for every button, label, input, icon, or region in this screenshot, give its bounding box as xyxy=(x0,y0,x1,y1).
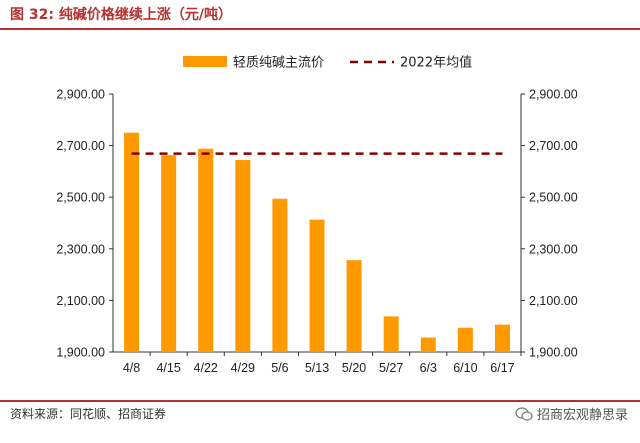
x-tick-label: 5/20 xyxy=(342,361,366,375)
figure-title-text: 纯碱价格继续上涨（元/吨） xyxy=(58,7,232,23)
y-tick-label-right: 2,700.00 xyxy=(529,139,578,153)
legend-label-line: 2022年均值 xyxy=(400,55,472,71)
bar xyxy=(124,132,140,352)
title-rule xyxy=(0,28,640,30)
x-tick-label: 4/22 xyxy=(194,361,218,375)
y-tick-label-right: 2,100.00 xyxy=(529,294,578,308)
bar xyxy=(346,260,362,352)
y-tick-label-left: 2,500.00 xyxy=(56,191,105,205)
x-tick-label: 4/8 xyxy=(123,361,140,375)
bar-chart: 1,900.00 1,900.00 2,100.00 2,100.00 2,300.00… xyxy=(56,55,578,376)
y-tick-label-right: 1,900.00 xyxy=(529,346,578,360)
wechat-icon xyxy=(515,406,533,421)
x-tick-label: 6/3 xyxy=(420,361,437,375)
y-tick-label-left: 1,900.00 xyxy=(56,346,105,360)
bar xyxy=(161,155,177,352)
bar xyxy=(457,327,473,352)
y-tick-label-right: 2,900.00 xyxy=(529,88,578,102)
y-tick-label-right: 2,300.00 xyxy=(529,242,578,256)
source-note: 资料来源：同花顺、招商证券 xyxy=(10,407,167,421)
bar xyxy=(198,148,214,352)
y-tick-label-left: 2,700.00 xyxy=(56,139,105,153)
legend-label-bar: 轻质纯碱主流价 xyxy=(233,56,324,71)
x-tick-label: 5/27 xyxy=(379,361,403,375)
bar xyxy=(272,198,288,352)
x-tick-label: 5/13 xyxy=(305,361,329,375)
x-tick-label: 6/10 xyxy=(453,361,477,375)
x-tick-label: 5/6 xyxy=(271,361,288,375)
bar xyxy=(420,337,436,352)
x-tick-label: 4/15 xyxy=(156,361,180,375)
y-tick-label-right: 2,500.00 xyxy=(529,191,578,205)
bar xyxy=(235,160,251,352)
bar xyxy=(309,219,325,352)
bar xyxy=(383,316,399,352)
x-tick-label: 4/29 xyxy=(231,361,255,375)
y-tick-label-left: 2,300.00 xyxy=(56,242,105,256)
x-tick-label: 6/17 xyxy=(490,361,514,375)
watermark: 招商宏观静思录 xyxy=(515,404,628,423)
legend-swatch-bar xyxy=(183,56,227,67)
y-tick-label-left: 2,900.00 xyxy=(56,88,105,102)
watermark-text: 招商宏观静思录 xyxy=(536,408,628,423)
bar xyxy=(494,324,510,352)
figure-title: 图 32: 纯碱价格继续上涨（元/吨） xyxy=(10,4,232,26)
y-tick-label-left: 2,100.00 xyxy=(56,294,105,308)
figure-label: 图 32: xyxy=(10,7,54,23)
footer-rule xyxy=(0,400,640,402)
